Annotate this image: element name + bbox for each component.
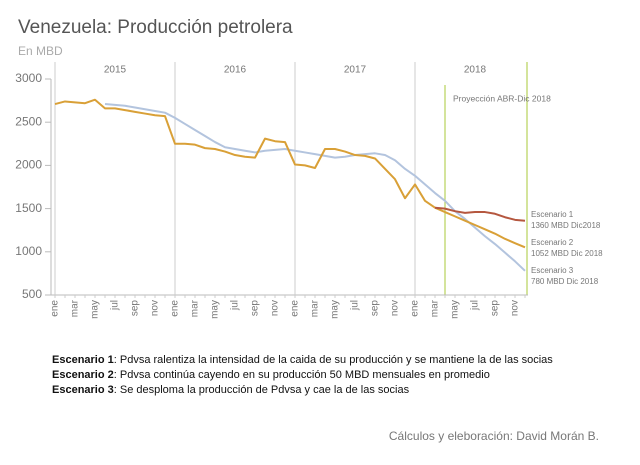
x-tick-label: may [90,300,101,319]
x-tick-label: ene [290,300,301,317]
x-tick-label: nov [510,300,521,316]
x-tick-label: sep [370,300,381,317]
y-tick-label: 3000 [15,71,42,85]
note: Escenario 3: Se desploma la producción d… [52,384,410,396]
x-tick-label: sep [130,300,141,317]
x-tick-label: jul [110,300,121,311]
annotation: 780 MBD Dic 2018 [531,277,599,286]
year-label: 2017 [344,65,367,76]
note-text: : Pdvsa ralentiza la intensidad de la ca… [114,354,554,366]
x-tick-label: nov [150,300,161,316]
chart-title: Venezuela: Producción petrolera [18,17,293,38]
x-tick-label: ene [410,300,421,317]
note-label: Escenario 1 [52,354,114,366]
series-line [434,206,526,222]
credit: Cálculos y eleboración: David Morán B. [389,429,599,443]
x-tick-label: may [450,300,461,319]
note-text: : Se desploma la producción de Pdvsa y c… [114,384,410,396]
x-tick-label: jul [230,300,241,311]
year-label: 2015 [104,65,127,76]
x-tick-label: mar [190,299,201,317]
y-tick-label: 500 [22,287,42,301]
note: Escenario 2: Pdvsa continúa cayendo en s… [52,369,490,381]
y-tick-label: 1000 [15,244,42,258]
chart-subtitle: En MBD [18,44,63,58]
x-tick-label: mar [310,299,321,317]
x-tick-label: mar [430,299,441,317]
y-tick-label: 1500 [15,201,42,215]
annotation: 1052 MBD Dic 2018 [531,249,603,258]
annotation: Escenario 2 [531,238,574,247]
series-line [104,103,526,272]
year-label: 2018 [464,65,487,76]
note-label: Escenario 2 [52,369,114,381]
x-tick-label: nov [270,300,281,316]
year-label: 2016 [224,65,247,76]
x-tick-label: jul [470,300,481,311]
annotation: Escenario 3 [531,266,574,275]
x-tick-label: may [330,300,341,319]
x-tick-label: jul [350,300,361,311]
x-tick-label: may [210,300,221,319]
y-tick-label: 2000 [15,158,42,172]
annotation: 1360 MBD Dic2018 [531,221,601,230]
annotation: Proyección ABR-Dic 2018 [453,93,551,103]
note: Escenario 1: Pdvsa ralentiza la intensid… [52,354,553,366]
note-label: Escenario 3 [52,384,114,396]
annotation: Escenario 1 [531,210,574,219]
x-tick-label: sep [490,300,501,317]
x-tick-label: ene [170,300,181,317]
x-tick-label: sep [250,300,261,317]
x-tick-label: nov [390,300,401,316]
x-tick-label: ene [50,300,61,317]
series-line [54,98,526,249]
note-text: : Pdvsa continúa cayendo en su producció… [114,369,490,381]
x-tick-label: mar [70,299,81,317]
y-tick-label: 2500 [15,114,42,128]
